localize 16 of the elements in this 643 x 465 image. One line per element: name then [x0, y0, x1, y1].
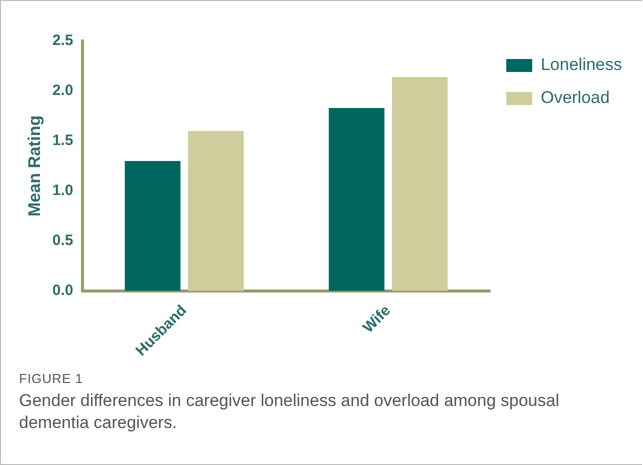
y-axis-title: Mean Rating — [24, 115, 44, 216]
bar — [188, 130, 244, 291]
y-tick-label: 1.0 — [52, 182, 74, 200]
y-tick-label: 1.5 — [52, 132, 74, 150]
bar — [328, 108, 384, 291]
y-tick-label: 2.0 — [52, 82, 74, 100]
caption: FIGURE 1 — [19, 371, 84, 386]
y-tick-label: 0.0 — [52, 282, 74, 300]
legend-label: Loneliness — [540, 55, 622, 74]
legend-label: Overload — [540, 88, 610, 108]
bar — [392, 76, 448, 291]
x-tick-label: Wife — [360, 302, 394, 336]
y-tick-label: 0.5 — [52, 232, 74, 250]
bar — [124, 160, 180, 291]
text: Gender differences in caregiver loneliness and overload among spousal dementia caregivers. — [19, 390, 560, 434]
y-tick-label: 2.5 — [52, 32, 74, 50]
